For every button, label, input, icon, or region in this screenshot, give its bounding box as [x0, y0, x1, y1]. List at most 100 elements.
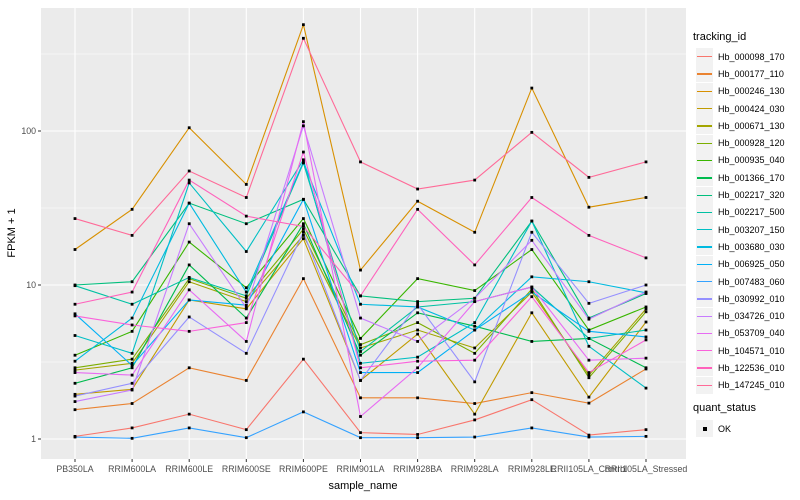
data-point — [416, 302, 419, 306]
data-point — [187, 280, 191, 284]
data-point — [187, 240, 191, 244]
data-point — [530, 275, 534, 279]
legend-key-line-icon — [697, 384, 712, 387]
legend-entry: Hb_006925_050 — [690, 255, 785, 273]
data-point — [587, 395, 591, 399]
legend-entry: Hb_002217_320 — [690, 186, 785, 204]
data-point — [302, 23, 305, 27]
data-point — [416, 207, 419, 211]
legend-entry-label: Hb_000928_120 — [718, 138, 785, 149]
legend-key-swatch — [696, 48, 713, 66]
legend-key-swatch — [696, 151, 713, 169]
legend-key-swatch — [696, 290, 713, 308]
data-point — [359, 415, 362, 418]
data-point — [130, 381, 134, 385]
x-tick-label: RRIM928BA — [393, 464, 442, 474]
data-point — [416, 300, 419, 304]
data-point — [416, 332, 419, 336]
data-point — [416, 321, 419, 324]
data-point — [644, 283, 648, 287]
data-point — [473, 418, 477, 422]
data-point — [73, 371, 77, 374]
data-point — [302, 124, 305, 128]
data-point — [244, 321, 248, 324]
data-point — [187, 169, 191, 173]
data-point — [644, 428, 648, 432]
legend-key-line-icon — [697, 142, 712, 144]
data-point — [244, 214, 248, 218]
legend-key-line-icon — [697, 73, 712, 75]
data-point — [587, 233, 591, 237]
data-point — [416, 340, 419, 343]
data-point — [73, 400, 77, 403]
data-point — [530, 290, 534, 294]
data-point — [473, 300, 477, 304]
data-point — [244, 428, 248, 432]
legend-key-swatch — [696, 134, 713, 152]
data-point — [244, 379, 248, 382]
legend-entry: Hb_000424_030 — [690, 100, 785, 118]
data-point — [359, 353, 362, 357]
legend-key-line-icon — [697, 367, 712, 369]
data-point — [644, 434, 648, 438]
data-point — [73, 368, 77, 372]
data-point — [359, 371, 362, 374]
data-point — [359, 316, 362, 320]
data-point — [644, 328, 648, 332]
legend-key-swatch — [696, 100, 713, 118]
data-point — [644, 256, 648, 260]
data-point — [73, 312, 77, 316]
legend-entry: Hb_000177_110 — [690, 65, 785, 83]
data-point — [244, 316, 248, 320]
data-point — [73, 366, 77, 370]
data-point — [587, 337, 591, 340]
legend-entry-label: Hb_000246_130 — [718, 86, 785, 97]
legend-entry-label: Hb_000671_130 — [718, 120, 785, 131]
legend-key-line-icon — [697, 177, 712, 179]
data-point — [359, 302, 362, 306]
legend-key-line-icon — [697, 108, 712, 110]
data-point — [187, 126, 191, 130]
data-point — [130, 361, 134, 365]
data-point — [416, 187, 419, 191]
data-point — [530, 287, 534, 291]
x-tick-label: RRIM600PE — [279, 464, 328, 474]
data-point — [302, 160, 305, 164]
data-point — [73, 314, 77, 318]
legend-entry: Hb_007483_060 — [690, 273, 785, 290]
data-point — [302, 233, 305, 237]
data-point — [73, 284, 77, 288]
legend-title-tracking-id: tracking_id — [693, 31, 747, 43]
data-point — [130, 316, 134, 320]
data-point — [473, 435, 477, 439]
data-point — [187, 412, 191, 416]
data-point — [302, 225, 305, 228]
data-point — [302, 357, 305, 361]
data-point — [587, 401, 591, 405]
data-point — [187, 366, 191, 370]
legend-panel: tracking_id Hb_000098_170 Hb_000177_110 Hb… — [690, 0, 800, 500]
legend-entry: Hb_000671_130 — [690, 117, 785, 135]
data-point — [416, 366, 419, 370]
legend-entry: Hb_000098_170 — [690, 48, 785, 66]
data-point — [130, 233, 134, 237]
data-point — [416, 355, 419, 359]
data-point — [587, 301, 591, 305]
data-point — [244, 286, 248, 290]
data-point — [416, 277, 419, 281]
legend-entry-label: Hb_007483_060 — [718, 276, 785, 287]
data-point — [587, 358, 591, 362]
legend-key-swatch — [696, 307, 713, 325]
legend-key-line-icon — [697, 90, 712, 93]
data-point — [473, 230, 477, 234]
data-point — [587, 376, 591, 380]
data-point — [130, 302, 134, 306]
data-point — [244, 196, 248, 199]
x-tick-label: RRIM901LA — [337, 464, 385, 474]
legend-entry-label: Hb_006925_050 — [718, 259, 785, 270]
data-point — [473, 328, 477, 332]
data-point — [530, 426, 534, 430]
data-point — [73, 359, 77, 363]
data-point — [130, 290, 134, 294]
legend-key-swatch — [696, 169, 713, 187]
